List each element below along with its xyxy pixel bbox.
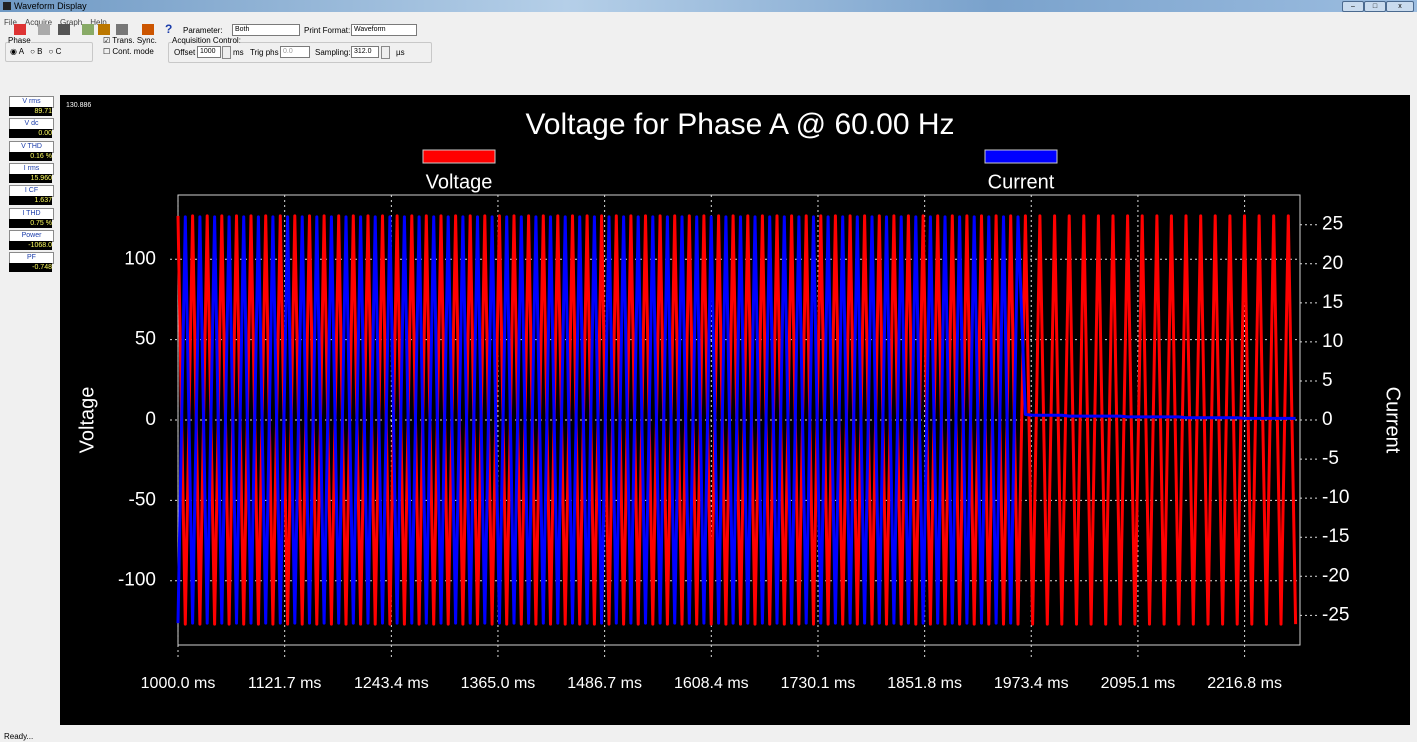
x-tick-label: 1851.8 ms <box>887 675 962 692</box>
maximize-button[interactable]: □ <box>1364 1 1386 12</box>
print-format-select[interactable]: Waveform <box>351 24 417 36</box>
readout-value: 1.637 <box>9 196 52 206</box>
chart-title: Voltage for Phase A @ 60.00 Hz <box>525 108 954 141</box>
phase-option-label: A <box>18 47 25 56</box>
y2-tick-label: -20 <box>1322 565 1349 586</box>
menu-bar: File Acquire Graph Help <box>4 12 115 27</box>
readout-value: 0.75 % <box>9 218 52 228</box>
acquisition-group <box>168 42 432 63</box>
help-icon[interactable]: ? <box>165 22 173 36</box>
y-tick-label: 50 <box>135 329 156 350</box>
y-tick-label: -100 <box>118 570 156 591</box>
phase-radio[interactable]: ○ B <box>30 47 43 56</box>
x-tick-label: 1365.0 ms <box>461 675 536 692</box>
readout-value: -1068.0 <box>9 240 52 250</box>
toolbar-icon[interactable] <box>142 24 154 35</box>
toolbar-icon[interactable] <box>58 24 70 35</box>
corner-label: 130.886 <box>66 102 91 109</box>
y-tick-label: 0 <box>145 409 156 430</box>
phase-group <box>5 42 93 62</box>
readout-value: 0.16 % <box>9 151 52 161</box>
y2-tick-label: -25 <box>1322 604 1349 625</box>
y-tick-label: -50 <box>129 489 156 510</box>
parameter-select[interactable]: Both <box>232 24 300 36</box>
x-tick-label: 1243.4 ms <box>354 675 429 692</box>
phase-label: Phase <box>8 36 31 45</box>
x-tick-label: 1000.0 ms <box>141 675 216 692</box>
trans-sync-label: Trans. Sync. <box>112 36 157 45</box>
toolbar-icon[interactable] <box>116 24 128 35</box>
x-tick-label: 2216.8 ms <box>1207 675 1282 692</box>
phase-option-label: C <box>55 47 62 56</box>
x-tick-label: 1486.7 ms <box>567 675 642 692</box>
readout-value: 89.71 <box>9 107 52 116</box>
title-bar <box>0 0 1417 12</box>
phase-options: ◉ A ○ B ○ C <box>10 47 67 56</box>
readout-value: 15.960 <box>9 173 52 183</box>
x-tick-label: 2095.1 ms <box>1101 675 1176 692</box>
y2-tick-label: 10 <box>1322 331 1343 352</box>
x-tick-label: 1608.4 ms <box>674 675 749 692</box>
readout-value: -0.748 <box>9 263 52 273</box>
menu-item[interactable]: Help <box>90 18 107 27</box>
menu-item[interactable]: Acquire <box>24 18 53 27</box>
close-button[interactable]: x <box>1386 1 1414 12</box>
app-icon <box>3 2 11 10</box>
y2-tick-label: 0 <box>1322 409 1333 430</box>
phase-radio[interactable]: ◉ A <box>10 47 25 56</box>
menu-item[interactable]: Graph <box>60 18 83 27</box>
x-tick-label: 1973.4 ms <box>994 675 1069 692</box>
y2-tick-label: -5 <box>1322 448 1339 469</box>
offset-unit: ms <box>233 48 244 57</box>
acquisition-label: Acquisition Control: <box>172 36 241 45</box>
toolbar-icon[interactable] <box>38 24 50 35</box>
cont-mode[interactable]: ☐ Cont. mode <box>103 47 154 56</box>
trig-input[interactable]: 0.0 <box>280 46 310 58</box>
status-bar: Ready... <box>4 732 34 741</box>
y-tick-label: 100 <box>124 248 156 269</box>
y-axis-label: Voltage <box>76 387 98 454</box>
sampling-spinner[interactable] <box>381 46 390 59</box>
toolbar-icon[interactable] <box>14 24 26 35</box>
y2-tick-label: 15 <box>1322 292 1343 313</box>
offset-input[interactable]: 1000 <box>197 46 221 58</box>
y2-tick-label: 25 <box>1322 214 1343 235</box>
legend-label: Current <box>988 171 1055 193</box>
menu-item[interactable]: File <box>4 18 17 27</box>
sampling-label: Sampling: <box>315 48 351 57</box>
y2-tick-label: 20 <box>1322 253 1343 274</box>
cont-mode-label: Cont. mode <box>112 47 154 56</box>
window-title: Waveform Display <box>14 1 87 11</box>
minimize-button[interactable]: – <box>1342 1 1364 12</box>
series-line <box>176 215 1296 625</box>
x-tick-label: 1730.1 ms <box>781 675 856 692</box>
phase-radio[interactable]: ○ C <box>48 47 62 56</box>
offset-spinner[interactable] <box>222 46 231 59</box>
legend-swatch <box>984 149 1058 164</box>
y2-tick-label: -10 <box>1322 487 1349 508</box>
offset-label: Offset <box>174 48 196 57</box>
legend-label: Voltage <box>426 171 493 193</box>
phase-option-label: B <box>37 47 43 56</box>
toolbar-icon[interactable] <box>82 24 94 35</box>
trans-sync[interactable]: ☑ Trans. Sync. <box>103 36 157 45</box>
print-format-label: Print Format: <box>304 26 351 35</box>
parameter-label: Parameter: <box>183 26 223 35</box>
legend-swatch <box>422 149 496 164</box>
readout-value: 0.00 <box>9 129 52 139</box>
sampling-unit: µs <box>396 48 405 57</box>
toolbar-icon[interactable] <box>98 24 110 35</box>
y2-tick-label: -15 <box>1322 526 1349 547</box>
y2-axis-label: Current <box>1382 387 1404 454</box>
y2-tick-label: 5 <box>1322 370 1333 391</box>
sampling-input[interactable]: 312.0 <box>351 46 379 58</box>
trig-label: Trig phs <box>250 48 279 57</box>
x-tick-label: 1121.7 ms <box>248 675 322 692</box>
